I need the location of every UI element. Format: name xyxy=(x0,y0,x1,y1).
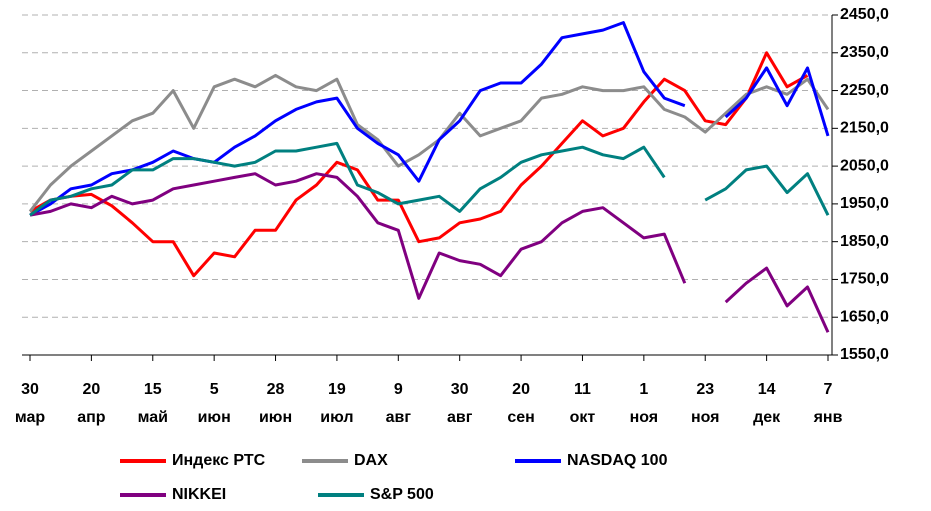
x-tick-label: 20 апр xyxy=(77,381,106,426)
x-tick-label: 11 окт xyxy=(570,381,596,426)
x-tick-label: 14 дек xyxy=(753,381,781,426)
x-tick-label: 30 мар xyxy=(15,381,46,426)
y-tick-label: 2150,0 xyxy=(840,120,889,137)
y-tick-label: 1550,0 xyxy=(840,346,889,363)
x-tick-label: 20 сен xyxy=(507,381,534,426)
x-tick-label: 19 июл xyxy=(320,381,353,426)
x-tick-label: 30 авг xyxy=(447,381,473,426)
y-tick-label: 1850,0 xyxy=(840,233,889,250)
y-tick-label: 2050,0 xyxy=(840,157,889,174)
y-tick-label: 1750,0 xyxy=(840,271,889,288)
series-line xyxy=(29,21,830,217)
series-line xyxy=(29,172,830,333)
legend-label: DAX xyxy=(354,452,388,469)
x-tick-label: 9 авг xyxy=(386,381,412,426)
x-tick-label: 15 май xyxy=(138,381,168,426)
x-tick-label: 23 ноя xyxy=(691,381,720,426)
legend-label: NIKKEI xyxy=(172,486,226,503)
legend-label: S&P 500 xyxy=(370,486,434,503)
legend-label: NASDAQ 100 xyxy=(567,452,668,469)
x-tick-label: 28 июн xyxy=(259,381,292,426)
y-tick-label: 2350,0 xyxy=(840,44,889,61)
x-tick-label: 7 янв xyxy=(813,381,843,426)
series-line xyxy=(28,73,830,213)
y-tick-label: 1650,0 xyxy=(840,308,889,325)
series-line xyxy=(29,141,830,217)
series-line xyxy=(29,51,809,278)
x-tick-label: 1 ноя xyxy=(630,381,659,426)
y-tick-label: 1950,0 xyxy=(840,195,889,212)
y-tick-label: 2450,0 xyxy=(840,6,889,23)
x-tick-label: 5 июн xyxy=(198,381,231,426)
y-tick-label: 2250,0 xyxy=(840,82,889,99)
legend-label: Индекс РТС xyxy=(172,452,266,469)
